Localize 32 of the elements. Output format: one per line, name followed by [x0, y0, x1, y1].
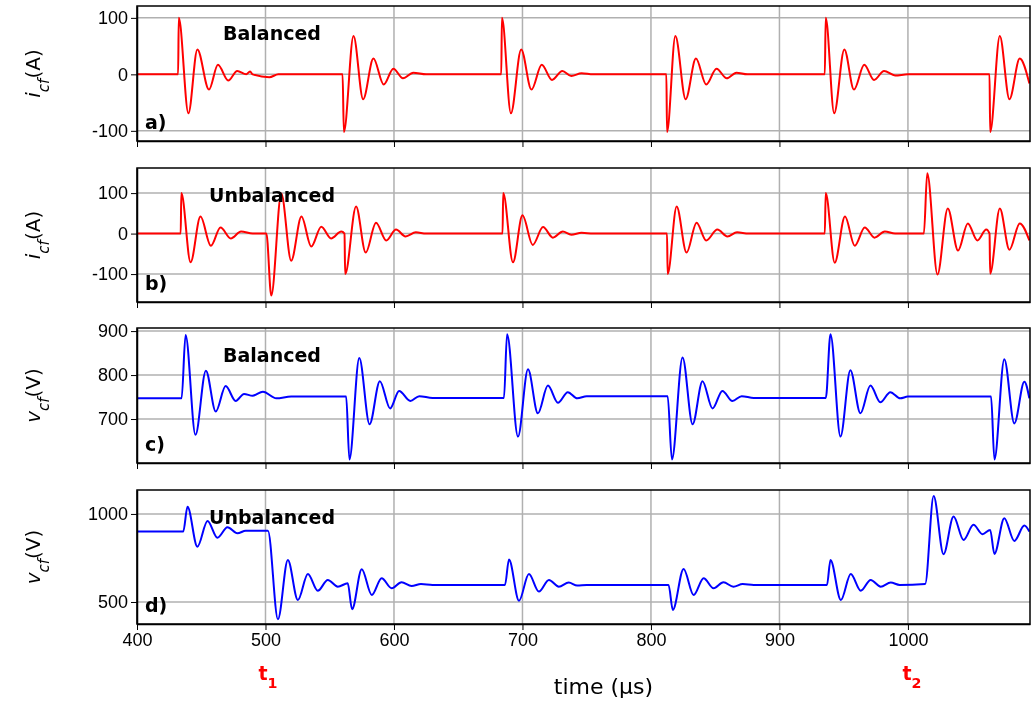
- annotation: Balanced: [223, 22, 321, 44]
- y-tick-label: 0: [117, 223, 128, 244]
- text: t$_{1}$: [258, 662, 278, 691]
- y-tick-label: 100: [97, 183, 128, 204]
- y-tick-label: -100: [91, 264, 128, 285]
- x-tick-label: 500: [250, 629, 282, 650]
- y-tick-label: 700: [97, 409, 128, 430]
- annotation: d): [145, 594, 168, 616]
- y-tick-label: 0: [117, 64, 128, 85]
- annotation: Unbalanced: [209, 506, 335, 528]
- x-tick-label: 600: [379, 629, 410, 650]
- y-tick-label: 900: [97, 321, 128, 342]
- y-tick-label: 1000: [87, 504, 128, 525]
- x-axis-title: time (μs): [553, 674, 654, 699]
- line-series: [137, 16, 1030, 133]
- line-series: [137, 494, 1030, 621]
- x-tick-label: 400: [122, 629, 153, 650]
- y-tick-label: 100: [97, 8, 128, 29]
- text: t$_{2}$: [902, 662, 922, 691]
- line-series: [137, 172, 1030, 297]
- annotation: Unbalanced: [209, 184, 335, 206]
- x-tick-label: 800: [636, 629, 667, 650]
- annotation: c): [145, 433, 165, 455]
- annotation: b): [145, 272, 168, 294]
- x-tick-label: 700: [507, 629, 538, 650]
- y-tick-label: -100: [91, 121, 128, 142]
- annotation: a): [145, 111, 167, 133]
- y-tick-label: 500: [97, 592, 128, 613]
- annotation: Balanced: [223, 344, 321, 366]
- x-tick-label: 900: [764, 629, 795, 650]
- x-tick-label: 1000: [888, 629, 929, 650]
- y-tick-label: 800: [97, 365, 128, 386]
